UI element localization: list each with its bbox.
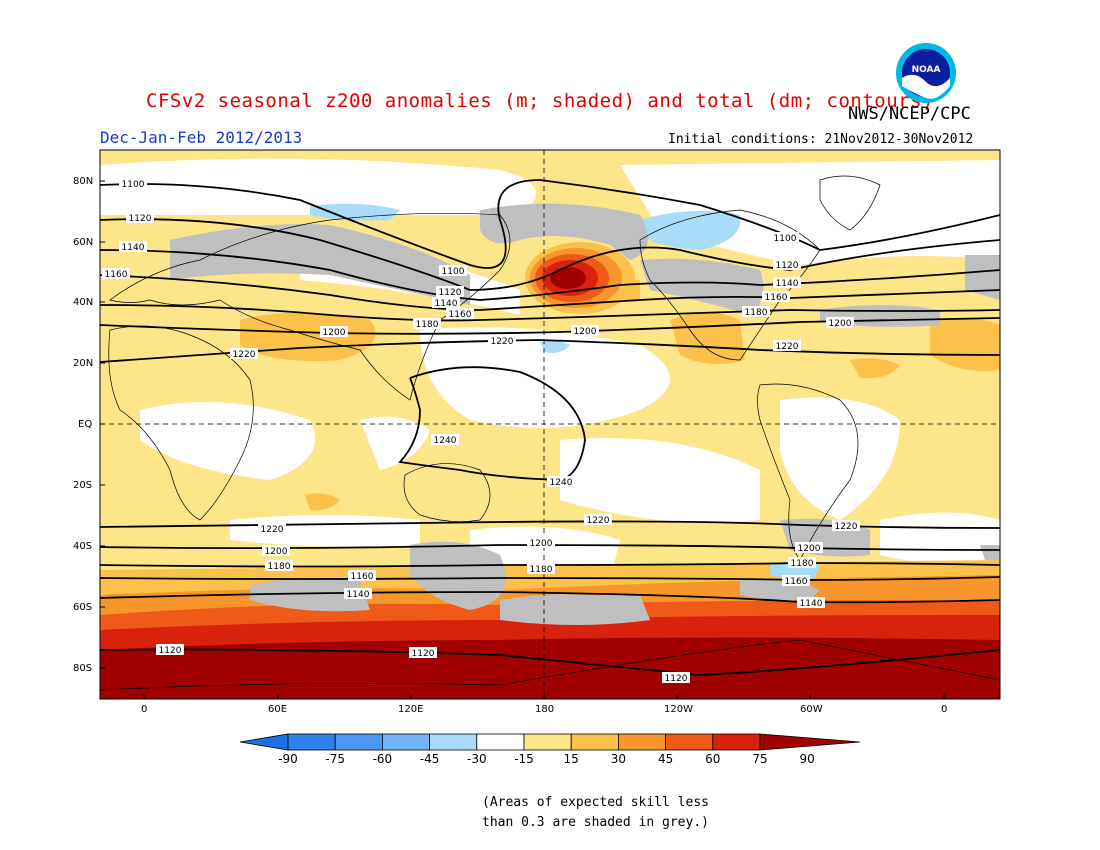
contour-label: 1120 — [439, 288, 462, 298]
contour-label: 1160 — [105, 270, 128, 280]
low-skill-grey-regions — [170, 203, 1000, 625]
colorbar-label: -15 — [514, 752, 534, 766]
lat-label: 60N — [73, 237, 94, 248]
contour-label: 1200 — [574, 327, 597, 337]
contour-label: 1240 — [434, 436, 457, 446]
contour-label: 1200 — [323, 328, 346, 338]
lon-label: 120E — [398, 704, 424, 715]
contour-labels: 1100 1120 1140 1160 1100 1120 1140 1160 … — [102, 178, 860, 684]
contour-1120 — [100, 218, 1000, 291]
colorbar-label: 60 — [705, 752, 721, 766]
contour-label: 1200 — [829, 319, 852, 329]
contour-label: 1240 — [550, 478, 573, 488]
contour-label: 1200 — [530, 539, 553, 549]
contour-label: 1220 — [587, 516, 610, 526]
lat-label: 40S — [73, 541, 93, 552]
colorbar-label: 15 — [563, 752, 579, 766]
contour-label: 1120 — [159, 646, 182, 656]
contour-label: 1220 — [233, 350, 256, 360]
lon-label: 180 — [535, 704, 555, 715]
contour-label: 1120 — [412, 649, 435, 659]
contour-label: 1200 — [265, 547, 288, 557]
africa-outline — [108, 325, 254, 521]
colorbar-label: 30 — [610, 752, 627, 766]
lat-label: 60S — [73, 602, 93, 613]
contour-label: 1160 — [765, 293, 788, 303]
skill-note-line1: (Areas of expected skill less — [482, 795, 709, 810]
lon-label: 60E — [268, 704, 288, 715]
noaa-logo-icon: NOAA — [896, 43, 956, 103]
contour-1120-south — [100, 648, 1000, 676]
contour-label: 1140 — [347, 590, 370, 600]
contour-label: 1220 — [491, 337, 514, 347]
contour-label: 1140 — [435, 299, 458, 309]
contour-label: 1120 — [665, 674, 688, 684]
contour-1160-south — [100, 576, 1000, 581]
contour-label: 1180 — [268, 562, 291, 572]
neutral-anomaly-regions — [100, 158, 1000, 581]
contour-label: 1160 — [785, 577, 808, 587]
colorbar-label: -60 — [372, 752, 393, 766]
contour-label: 1220 — [261, 525, 284, 535]
contour-label: 1200 — [798, 544, 821, 554]
axis-ticks — [100, 180, 945, 699]
colorbar-label: -45 — [419, 752, 440, 766]
north-america-outline — [639, 209, 821, 361]
colorbar-label: -75 — [325, 752, 345, 766]
contour-label: 1180 — [745, 308, 768, 318]
contour-1100 — [100, 179, 1000, 269]
australia-outline — [403, 463, 491, 522]
lat-label: 20S — [73, 480, 93, 491]
lon-label: 0 — [141, 704, 148, 715]
lat-label: EQ — [78, 419, 93, 430]
contour-label: 1220 — [776, 342, 799, 352]
southern-dark-red-band — [100, 637, 1000, 699]
lat-label: 80N — [73, 176, 94, 187]
antarctica-outline — [100, 639, 1000, 691]
colorbar-label: -30 — [466, 752, 487, 766]
lat-label: 80S — [73, 663, 93, 674]
contour-label: 1180 — [530, 565, 553, 575]
contour-label: 1140 — [776, 279, 799, 289]
contour-label: 1140 — [800, 599, 823, 609]
colorbar-label: -90 — [278, 752, 298, 766]
noaa-logo-text: NOAA — [912, 65, 941, 75]
contour-1160 — [100, 274, 1000, 311]
skill-note: (Areas of expected skill less than 0.3 a… — [482, 793, 709, 833]
lon-label: 120W — [664, 704, 693, 715]
contour-label: 1120 — [129, 214, 152, 224]
contour-label: 1160 — [351, 572, 374, 582]
contour-1140-south — [100, 591, 1000, 604]
contour-1180 — [100, 304, 1000, 322]
lat-label: 20N — [73, 358, 94, 369]
lon-label: 60W — [800, 704, 823, 715]
contour-label: 1120 — [776, 261, 799, 271]
figure-title: CFSv2 seasonal z200 anomalies (m; shaded… — [146, 90, 934, 112]
season-label: Dec-Jan-Feb 2012/2013 — [100, 128, 303, 147]
initial-conditions-label: Initial conditions: 21Nov2012-30Nov2012 — [668, 132, 974, 147]
contour-label: 1180 — [791, 559, 814, 569]
contour-label: 1100 — [442, 267, 465, 277]
contour-label: 1100 — [122, 180, 145, 190]
contour-label: 1140 — [122, 243, 145, 253]
colorbar-label: 75 — [752, 752, 768, 766]
colorbar-label: 90 — [799, 752, 815, 766]
contour-1200 — [100, 317, 1000, 335]
contour-label: 1100 — [774, 234, 797, 244]
colorbar-label: 45 — [657, 752, 674, 766]
greenland-outline — [819, 175, 881, 231]
negative-anomaly-regions — [310, 203, 820, 580]
lat-label: 40N — [73, 297, 94, 308]
lon-label: 0 — [941, 704, 948, 715]
contour-label: 1180 — [416, 320, 439, 330]
agency-label: NWS/NCEP/CPC — [848, 104, 971, 124]
skill-note-line2: than 0.3 are shaded in grey.) — [482, 815, 709, 830]
contour-1240 — [398, 366, 586, 481]
contour-label: 1220 — [835, 522, 858, 532]
contour-label: 1160 — [449, 310, 472, 320]
